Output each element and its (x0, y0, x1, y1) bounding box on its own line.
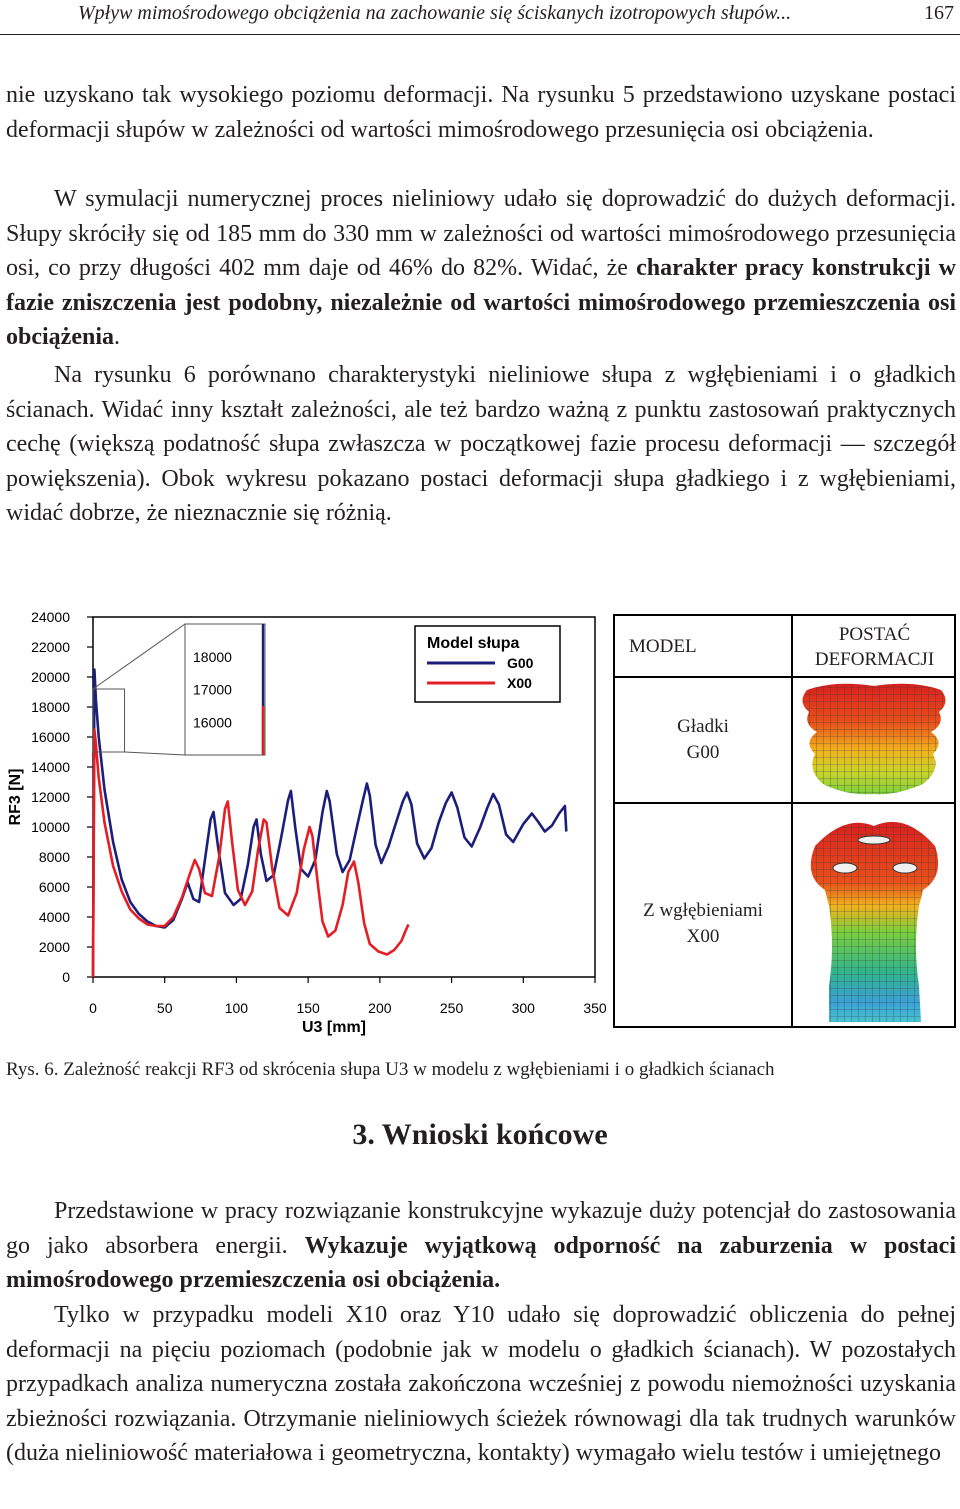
table-row2-code: X00 (686, 926, 720, 947)
paragraph-3-text: Na rysunku 6 porównano charakterystyki n… (6, 362, 956, 526)
x-tick-label: 100 (225, 1000, 249, 1016)
y-tick-label: 12000 (31, 789, 70, 805)
zoom-connector-bottom (124, 751, 186, 756)
paragraph-5: Tylko w przypadku modeli X10 oraz Y10 ud… (6, 1298, 956, 1471)
deformation-table: MODEL POSTAĆ DEFORMACJI Gładki G00 Z wgł… (613, 614, 956, 1028)
inset-y-tick-label: 17000 (193, 682, 232, 698)
inset-y-tick-label: 16000 (193, 714, 232, 730)
y-tick-label: 8000 (39, 849, 70, 865)
paragraph-2: W symulacji numerycznej proces nieliniow… (6, 182, 956, 355)
table-divider-vertical (791, 616, 793, 1026)
paragraph-2-text-a: W symulacji numerycznej proces nieliniow… (6, 186, 956, 281)
x-tick-label: 250 (440, 1000, 464, 1016)
table-row2-name: Z wgłębieniami (643, 900, 763, 921)
x-axis-label: U3 [mm] (302, 1019, 366, 1036)
paragraph-3: Na rysunku 6 porównano charakterystyki n… (6, 358, 956, 531)
table-row1-code: G00 (686, 742, 720, 763)
x-tick-label: 50 (157, 1000, 173, 1016)
y-tick-label: 16000 (31, 729, 70, 745)
x-tick-label: 200 (368, 1000, 392, 1016)
series-line-x00 (91, 728, 410, 978)
legend-label-g00: G00 (507, 655, 534, 671)
deformation-image-x00 (810, 821, 939, 1022)
paragraph-4-text: Przedstawione w pracy rozwiązanie konstr… (6, 1198, 956, 1259)
y-tick-label: 22000 (31, 639, 70, 655)
page-number: 167 (924, 2, 954, 24)
y-tick-label: 0 (62, 969, 70, 985)
paragraph-5-text: Tylko w przypadku modeli X10 oraz Y10 ud… (6, 1302, 956, 1466)
table-header-deformation-1: POSTAĆ (838, 624, 911, 645)
table-divider-row-2 (615, 802, 954, 804)
y-tick-label: 6000 (39, 879, 70, 895)
paragraph-4: Przedstawione w pracy rozwiązanie konstr… (6, 1194, 956, 1298)
inset-frame (184, 623, 266, 756)
rf3-u3-chart: 0 50 100 150 200 250 300 350 0 2000 4000 6000 8000 10… (7, 609, 607, 1036)
zoom-region-box (92, 688, 126, 753)
paragraph-1: nie uzyskano tak wysokiego poziomu defor… (6, 78, 956, 147)
y-tick-label: 4000 (39, 909, 70, 925)
deformation-image-g00 (802, 683, 946, 795)
figure-6: 0 50 100 150 200 250 300 350 0 2000 4000 6000 8000 10… (0, 600, 960, 1050)
running-header: Wpływ mimośrodowego obciążenia na zachow… (0, 0, 960, 35)
paragraph-4-bold: Wykazuje wyjątkową odporność na zaburzen… (6, 1232, 956, 1294)
paragraph-1-text: nie uzyskano tak wysokiego poziomu defor… (6, 82, 956, 143)
header-title: Wpływ mimośrodowego obciążenia na zachow… (78, 2, 792, 24)
table-divider-row-1 (615, 676, 954, 678)
paragraph-2-bold: charakter pracy konstrukcji w fazie znis… (6, 255, 956, 350)
y-tick-label: 14000 (31, 759, 70, 775)
y-tick-label: 18000 (31, 699, 70, 715)
y-tick-label: 2000 (39, 939, 70, 955)
x-tick-label: 300 (512, 1000, 536, 1016)
table-row1-name: Gładki (677, 716, 729, 737)
figure-caption: Rys. 6. Zależność reakcji RF3 od skrócen… (6, 1059, 775, 1080)
y-tick-label: 20000 (31, 669, 70, 685)
legend-label-x00: X00 (507, 675, 532, 691)
table-header-model: MODEL (629, 636, 697, 657)
section-heading: 3. Wnioski końcowe (352, 1118, 608, 1151)
paragraph-2-text-c: . (114, 324, 120, 350)
x-tick-label: 350 (583, 1000, 607, 1016)
y-tick-label: 24000 (31, 609, 70, 625)
y-axis-label: RF3 [N] (7, 769, 24, 826)
inset-y-tick-label: 18000 (193, 649, 232, 665)
legend-title: Model słupa (427, 635, 520, 652)
y-tick-label: 10000 (31, 819, 70, 835)
zoom-connector-top (92, 623, 186, 690)
series-line-g00 (91, 668, 568, 978)
x-tick-label: 150 (296, 1000, 320, 1016)
table-header-deformation-2: DEFORMACJI (814, 649, 935, 670)
x-tick-label: 0 (89, 1000, 97, 1016)
